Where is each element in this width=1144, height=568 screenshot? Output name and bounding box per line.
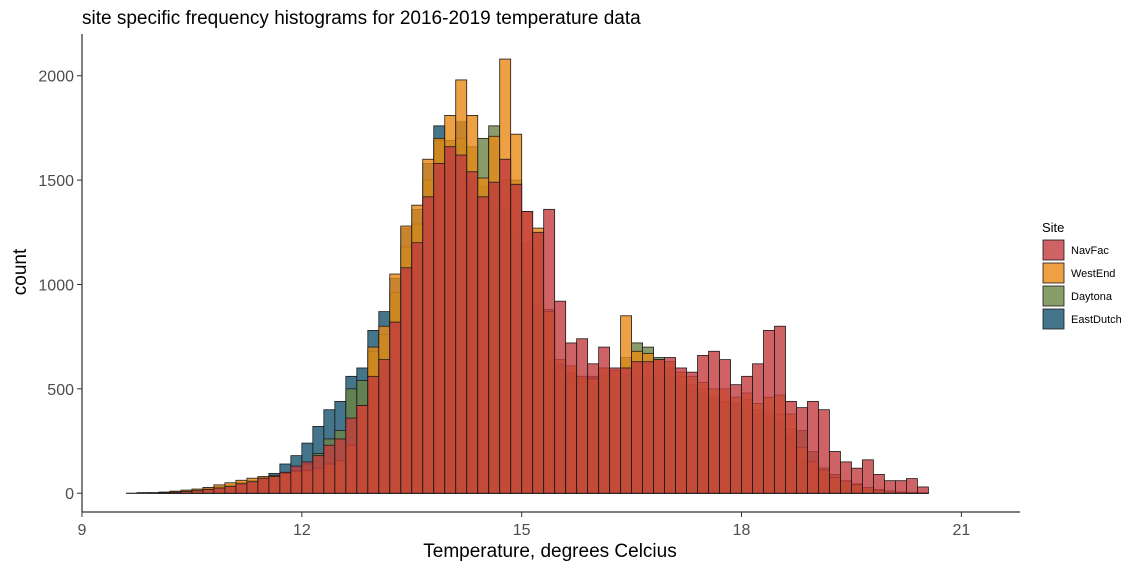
bar-navfac xyxy=(730,384,742,494)
bar-navfac xyxy=(356,405,369,494)
bar-navfac xyxy=(587,363,600,494)
x-tick-label: 18 xyxy=(733,522,751,539)
bar-navfac xyxy=(422,196,435,494)
bar-navfac xyxy=(565,342,578,494)
bar-navfac xyxy=(257,477,270,494)
bar-navfac xyxy=(488,181,501,494)
legend-title: Site xyxy=(1042,220,1064,235)
bar-navfac xyxy=(851,467,863,494)
bar-navfac xyxy=(224,486,237,494)
bar-navfac xyxy=(741,375,753,494)
y-axis-ticks: 0 500 1000 1500 2000 xyxy=(38,69,82,503)
y-tick-label: 500 xyxy=(47,382,74,399)
bar-navfac xyxy=(708,350,720,494)
bar-navfac xyxy=(169,491,182,494)
bar-navfac xyxy=(543,208,556,494)
bar-navfac xyxy=(796,407,808,494)
bar-navfac xyxy=(444,146,457,494)
bar-navfac xyxy=(620,367,633,494)
bar-navfac xyxy=(334,438,347,494)
bar-navfac xyxy=(378,359,391,494)
x-tick-label: 15 xyxy=(513,522,531,539)
x-tick-label: 21 xyxy=(952,522,970,539)
bar-navfac xyxy=(345,417,358,494)
bar-navfac xyxy=(686,371,698,494)
x-tick-label: 12 xyxy=(293,522,311,539)
histogram-bars xyxy=(125,58,929,494)
chart-title: site specific frequency histograms for 2… xyxy=(82,8,641,29)
bar-navfac xyxy=(785,400,797,494)
bar-navfac xyxy=(884,480,896,494)
bar-navfac xyxy=(312,455,325,494)
bar-navfac xyxy=(521,211,534,494)
legend-label-eastdutch: EastDutch xyxy=(1071,314,1122,326)
series-navfac xyxy=(158,146,929,494)
bar-navfac xyxy=(367,375,380,494)
bar-navfac xyxy=(246,481,259,494)
bar-navfac xyxy=(213,487,226,494)
bar-navfac xyxy=(411,242,424,494)
bar-navfac xyxy=(840,461,852,494)
bar-navfac xyxy=(807,400,819,494)
bar-navfac xyxy=(235,483,248,494)
bar-navfac xyxy=(466,171,479,494)
bar-navfac xyxy=(862,459,874,494)
bar-navfac xyxy=(191,490,204,494)
x-axis-ticks: 9 12 15 18 21 xyxy=(78,512,970,539)
bar-navfac xyxy=(598,346,611,494)
bar-navfac xyxy=(180,491,193,494)
bar-navfac xyxy=(554,300,567,494)
bar-navfac xyxy=(675,367,687,494)
bar-navfac xyxy=(268,476,281,494)
y-tick-label: 1500 xyxy=(38,173,74,190)
legend-swatch-westend xyxy=(1042,262,1065,284)
legend-label-westend: WestEnd xyxy=(1071,268,1115,280)
bar-navfac xyxy=(697,355,709,494)
bar-navfac xyxy=(653,359,665,494)
legend-swatch-eastdutch xyxy=(1042,308,1065,330)
bar-navfac xyxy=(433,163,446,494)
legend-swatch-navfac xyxy=(1042,239,1065,261)
bar-navfac xyxy=(301,461,314,494)
bar-navfac xyxy=(202,489,215,494)
bar-navfac xyxy=(873,474,885,494)
bar-navfac xyxy=(774,325,786,494)
bar-navfac xyxy=(818,409,830,494)
bar-navfac xyxy=(752,363,764,494)
bar-navfac xyxy=(576,338,589,494)
bar-navfac xyxy=(664,357,676,494)
bar-navfac xyxy=(323,444,336,494)
bar-navfac xyxy=(906,478,918,494)
bar-navfac xyxy=(499,158,512,494)
legend: Site NavFac WestEnd Daytona EastDutch xyxy=(1042,220,1122,330)
bar-navfac xyxy=(455,154,468,494)
bar-navfac xyxy=(763,330,775,494)
y-tick-label: 0 xyxy=(65,486,74,503)
bar-navfac xyxy=(895,480,907,494)
bar-navfac xyxy=(510,183,523,494)
bar-navfac xyxy=(400,267,413,494)
y-tick-label: 1000 xyxy=(38,277,74,294)
bar-navfac xyxy=(477,196,490,494)
bar-navfac xyxy=(917,486,929,494)
bar-navfac xyxy=(290,465,303,494)
bar-navfac xyxy=(389,321,402,494)
bar-navfac xyxy=(719,359,731,494)
bar-navfac xyxy=(609,367,622,494)
bar-navfac xyxy=(642,361,654,494)
bar-navfac xyxy=(532,231,545,494)
bar-navfac xyxy=(279,471,292,494)
x-tick-label: 9 xyxy=(78,522,87,539)
bar-eastdutch xyxy=(136,492,149,494)
y-tick-label: 2000 xyxy=(38,69,74,86)
y-axis-title: count xyxy=(10,248,31,295)
bar-navfac xyxy=(829,451,841,494)
legend-swatch-daytona xyxy=(1042,285,1065,307)
x-axis-title: Temperature, degrees Celcius xyxy=(423,541,676,562)
bar-navfac xyxy=(631,361,644,494)
legend-label-daytona: Daytona xyxy=(1071,291,1113,303)
legend-label-navfac: NavFac xyxy=(1071,245,1109,257)
